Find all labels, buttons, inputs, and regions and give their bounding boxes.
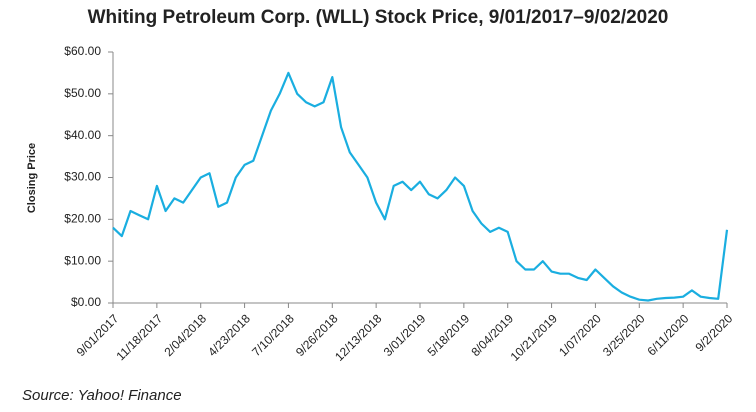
y-tick-label: $0.00 (71, 295, 101, 309)
source: Source: Yahoo! Finance (22, 387, 182, 404)
x-tick-label: 12/13/2018 (332, 311, 385, 364)
y-tick-label: $50.00 (64, 86, 101, 100)
y-tick-label: $30.00 (64, 170, 101, 184)
x-tick-label: 11/18/2017 (113, 311, 165, 363)
y-tick-label: $10.00 (64, 253, 101, 267)
x-tick-label: 5/18/2019 (425, 311, 473, 359)
x-tick-label: 4/23/2018 (205, 311, 253, 359)
x-tick-label: 3/01/2019 (381, 311, 429, 359)
y-tick-label: $40.00 (64, 128, 101, 142)
x-tick-label: 3/25/2020 (600, 311, 648, 359)
y-tick-label: $60.00 (64, 44, 101, 58)
x-tick-label: 9/2/2020 (692, 311, 735, 354)
x-tick-label: 7/10/2018 (249, 311, 297, 359)
x-tick-label: 1/07/2020 (556, 311, 604, 359)
y-tick-label: $20.00 (64, 212, 101, 226)
y-axis-label: Closing Price (26, 143, 38, 213)
x-tick-label: 6/11/2020 (644, 311, 691, 358)
x-tick-label: 2/04/2018 (161, 311, 209, 359)
x-tick-label: 10/21/2019 (508, 311, 561, 364)
line (112, 71, 729, 302)
chart-title: Whiting Petroleum Corp. (WLL) Stock Pric… (88, 7, 669, 28)
